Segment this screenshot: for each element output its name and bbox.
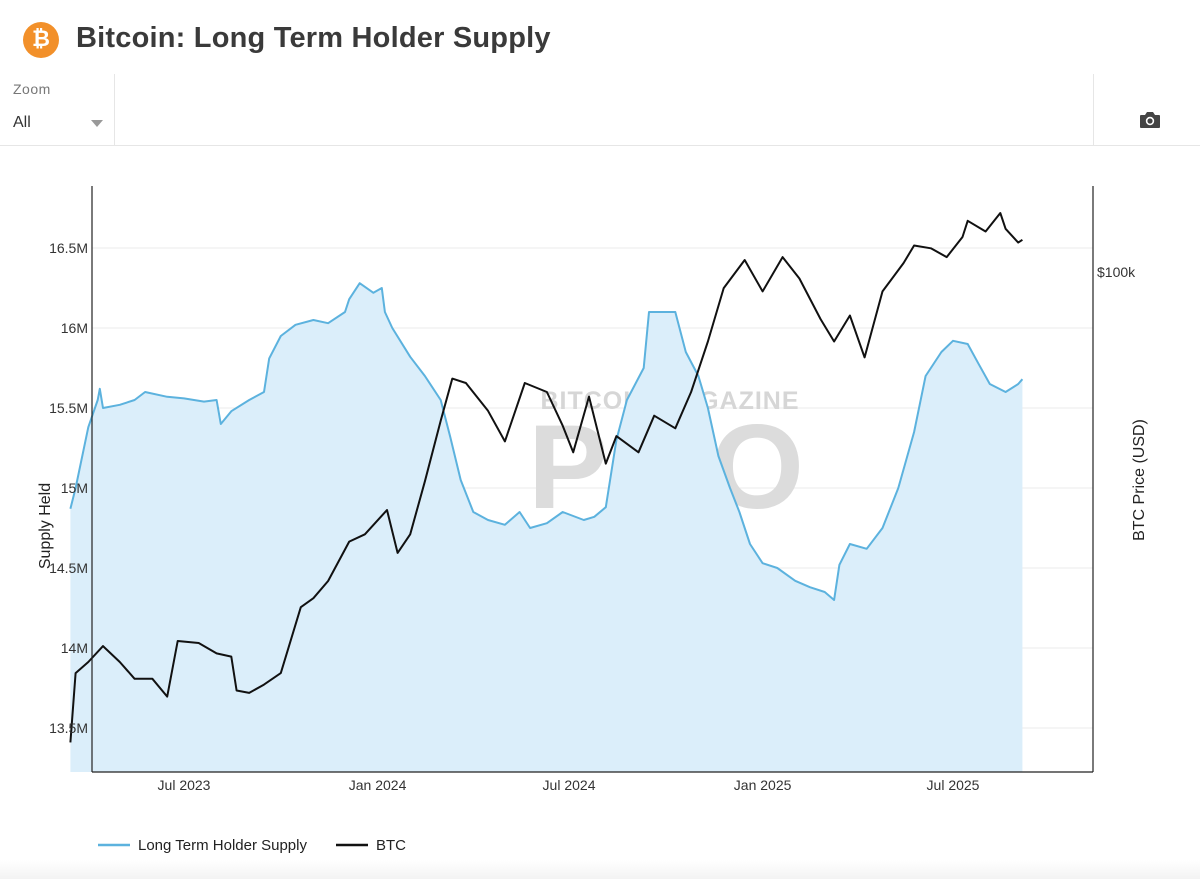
axes [91, 186, 1094, 773]
chart-toolbar: Zoom All [0, 74, 1200, 146]
chart-area: BITCOIN MAGAZINE PRO 13.5M14M14.5M15M15.… [0, 146, 1200, 879]
ltH-supply-chart: BITCOIN MAGAZINE PRO 13.5M14M14.5M15M15.… [37, 186, 1148, 854]
zoom-select[interactable]: Zoom All [0, 74, 115, 145]
page-header: ₿ Bitcoin: Long Term Holder Supply [0, 0, 1200, 75]
legend: Long Term Holder Supply BTC [98, 837, 406, 854]
y-tick-label: 15.5M [49, 400, 88, 416]
legend-label: Long Term Holder Supply [138, 837, 307, 854]
zoom-value: All [13, 114, 31, 131]
legend-item-ltH-supply[interactable]: Long Term Holder Supply [98, 837, 307, 854]
y-tick-label: 14.5M [49, 560, 88, 576]
x-tick-label: Jan 2024 [349, 777, 407, 793]
x-tick-label: Jul 2023 [158, 777, 211, 793]
bitcoin-logo-icon: ₿ [23, 22, 59, 58]
bottom-fade [0, 860, 1200, 879]
ltH-supply-line[interactable] [69, 282, 1024, 601]
y2-tick-label: $100k [1097, 264, 1136, 280]
download-image-button[interactable] [1093, 74, 1200, 145]
page-title: Bitcoin: Long Term Holder Supply [76, 22, 551, 54]
btc-price-line[interactable] [69, 212, 1023, 743]
y-tick-label: 13.5M [49, 720, 88, 736]
legend-label: BTC [376, 837, 406, 854]
chevron-down-icon [91, 120, 103, 127]
zoom-label: Zoom [13, 81, 51, 97]
x-tick-label: Jul 2025 [927, 777, 980, 793]
camera-icon[interactable] [1138, 110, 1162, 130]
legend-item-btc[interactable]: BTC [336, 837, 406, 854]
x-tick-label: Jul 2024 [543, 777, 596, 793]
y-axis-label: Supply Held [37, 483, 54, 569]
y-tick-label: 14M [61, 640, 88, 656]
ltH-supply-area [70, 283, 1023, 772]
y-tick-label: 15M [61, 480, 88, 496]
y2-axis-label: BTC Price (USD) [1131, 419, 1148, 541]
tick-labels: 13.5M 14M 14.5M 15M 15.5M 16M 16.5M Jul 2023 Jan… [49, 240, 1136, 793]
x-tick-label: Jan 2025 [734, 777, 792, 793]
y-tick-label: 16.5M [49, 240, 88, 256]
y-tick-label: 16M [61, 320, 88, 336]
series-layer [69, 212, 1024, 772]
